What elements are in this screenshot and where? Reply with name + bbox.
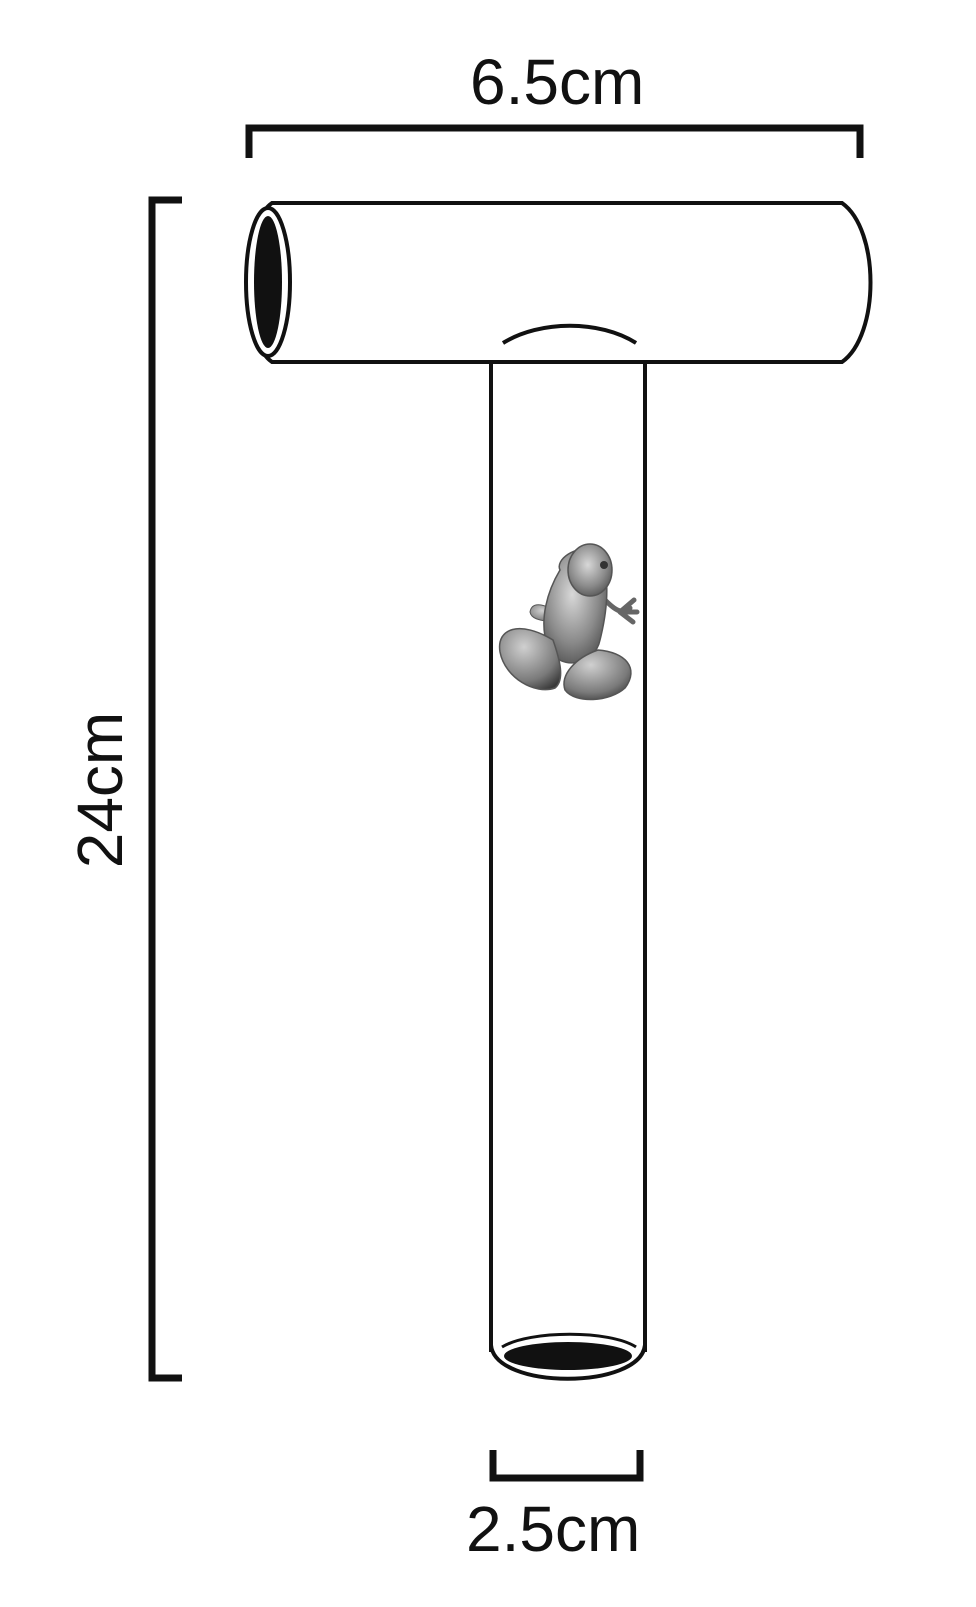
tube-diameter-label: 2.5cm [466, 1493, 641, 1565]
horizontal-tube [246, 201, 873, 364]
height-bracket [148, 196, 182, 1382]
frog-icon [498, 543, 640, 701]
t-tube [244, 201, 873, 1381]
left-opening [254, 216, 282, 348]
height-label: 24cm [64, 711, 136, 869]
top-width-bracket [245, 124, 864, 158]
top-width-label: 6.5cm [470, 46, 645, 118]
bottom-opening [504, 1342, 632, 1370]
junction-curve [501, 323, 638, 345]
diameter-bracket [489, 1450, 644, 1482]
